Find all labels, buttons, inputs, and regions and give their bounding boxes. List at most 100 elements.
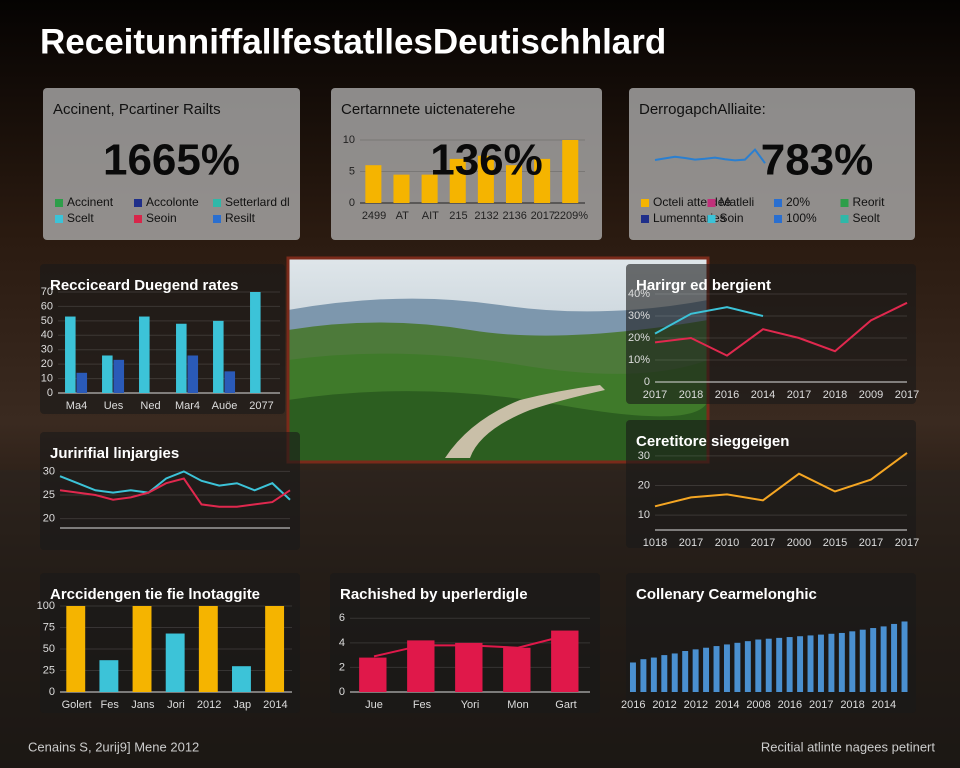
bar bbox=[250, 292, 261, 393]
x-tick-label: Mon bbox=[507, 699, 528, 711]
panel bbox=[40, 432, 300, 550]
kpi-value: 783% bbox=[761, 136, 874, 185]
legend-label: Soin bbox=[720, 211, 744, 225]
panel bbox=[626, 420, 916, 548]
bar bbox=[139, 316, 150, 393]
y-tick-label: 10 bbox=[638, 509, 650, 521]
bar bbox=[828, 633, 835, 692]
bar bbox=[76, 372, 88, 393]
x-tick-label: 1018 bbox=[643, 537, 667, 549]
bar bbox=[165, 633, 185, 692]
legend-label: Matleli bbox=[720, 195, 755, 209]
bar bbox=[765, 638, 772, 692]
footer-right: Recitial atlinte nagees petinert bbox=[761, 739, 936, 754]
bar bbox=[534, 158, 551, 203]
x-tick-label: 2077 bbox=[249, 400, 273, 412]
line bbox=[59, 470, 291, 501]
bar bbox=[859, 629, 866, 692]
bar bbox=[99, 660, 119, 692]
x-tick-label: Ma4 bbox=[66, 400, 87, 412]
y-tick-label: 4 bbox=[339, 637, 345, 649]
bar bbox=[901, 621, 908, 692]
x-tick-label: 2016 bbox=[778, 699, 802, 711]
legend-label: Resilt bbox=[225, 211, 256, 225]
legend-swatch bbox=[840, 215, 849, 223]
legend-swatch bbox=[774, 199, 782, 207]
bar bbox=[265, 606, 285, 692]
line bbox=[654, 148, 766, 164]
panel-title: Collenary Cearmelonghic bbox=[636, 586, 817, 603]
bar bbox=[891, 623, 898, 692]
legend-swatch bbox=[55, 215, 63, 223]
x-tick-label: 215 bbox=[449, 210, 467, 222]
bar bbox=[661, 655, 668, 692]
x-tick-label: 2017 bbox=[787, 389, 811, 401]
bar bbox=[723, 644, 730, 692]
x-tick-label: Ues bbox=[104, 400, 124, 412]
panel-title: Certarnnete uictenaterehe bbox=[341, 101, 515, 118]
x-tick-label: 2209% bbox=[554, 210, 588, 222]
panel-title: DerrogapchAlliaite: bbox=[639, 101, 766, 118]
x-tick-label: 2132 bbox=[474, 210, 498, 222]
bar bbox=[393, 174, 410, 203]
bar bbox=[505, 165, 523, 203]
bar bbox=[776, 637, 783, 692]
bar bbox=[102, 355, 113, 393]
x-tick-label: Golert bbox=[62, 699, 92, 711]
y-tick-label: 25 bbox=[43, 489, 55, 501]
bar bbox=[671, 653, 678, 692]
x-tick-label: 2016 bbox=[621, 699, 645, 711]
y-tick-label: 0 bbox=[339, 686, 345, 698]
y-tick-label: 40% bbox=[628, 288, 650, 300]
y-tick-label: 20 bbox=[43, 512, 55, 524]
y-tick-label: 60 bbox=[41, 300, 53, 312]
x-tick-label: 2014 bbox=[263, 699, 287, 711]
bar bbox=[629, 662, 636, 692]
y-tick-label: 30 bbox=[638, 450, 650, 462]
x-tick-label: Jap bbox=[233, 699, 251, 711]
x-tick-label: 2018 bbox=[679, 389, 703, 401]
legend-swatch bbox=[774, 215, 782, 223]
panel-title: Accinent, Pcartiner Railts bbox=[53, 101, 221, 118]
bar bbox=[176, 323, 187, 393]
x-tick-label: Gart bbox=[555, 699, 576, 711]
legend-swatch bbox=[134, 215, 142, 223]
x-tick-label: 2015 bbox=[823, 537, 847, 549]
panel bbox=[40, 264, 285, 414]
x-tick-label: 2009 bbox=[859, 389, 883, 401]
line bbox=[654, 452, 908, 508]
x-tick-label: 2012 bbox=[197, 699, 221, 711]
bar bbox=[734, 642, 741, 692]
x-tick-label: 2000 bbox=[787, 537, 811, 549]
bar bbox=[692, 649, 699, 692]
line bbox=[59, 477, 291, 508]
y-tick-label: 10 bbox=[41, 372, 53, 384]
y-tick-label: 5 bbox=[349, 165, 355, 177]
bar bbox=[65, 316, 76, 393]
panel bbox=[43, 88, 300, 240]
legend-swatch bbox=[641, 215, 649, 223]
y-tick-label: 100 bbox=[37, 600, 55, 612]
footer-left: Cenains S, 2urij9] Mene 2012 bbox=[28, 739, 199, 754]
legend-label: Accolonte bbox=[146, 195, 199, 209]
y-tick-label: 0 bbox=[49, 686, 55, 698]
bar bbox=[232, 666, 251, 692]
x-tick-label: Jori bbox=[167, 699, 185, 711]
x-tick-label: Mar4 bbox=[175, 400, 200, 412]
x-tick-label: 2017 bbox=[751, 537, 775, 549]
bar bbox=[503, 647, 531, 692]
y-tick-label: 75 bbox=[43, 621, 55, 633]
line bbox=[373, 634, 567, 658]
panel-title: Juririfial linjargies bbox=[50, 445, 179, 462]
kpi-value: 136% bbox=[430, 136, 543, 185]
y-tick-label: 25 bbox=[43, 664, 55, 676]
bar bbox=[421, 174, 438, 203]
y-tick-label: 30 bbox=[43, 465, 55, 477]
y-tick-label: 10% bbox=[628, 354, 650, 366]
legend-swatch bbox=[213, 215, 221, 223]
line bbox=[654, 301, 908, 357]
legend-swatch bbox=[55, 199, 63, 207]
x-tick-label: Fes bbox=[101, 699, 120, 711]
panel-title: Rachished by uperlerdigle bbox=[340, 586, 528, 603]
bar bbox=[682, 651, 689, 692]
